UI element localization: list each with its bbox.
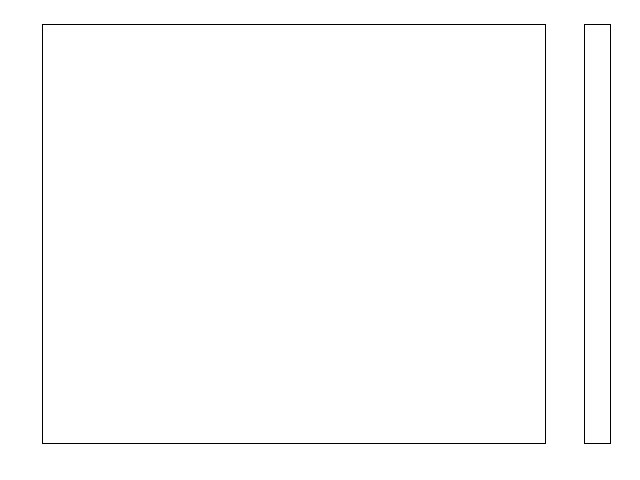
heatmap-canvas (43, 25, 545, 443)
colorbar-frame (584, 24, 611, 444)
colorbar-canvas (585, 25, 610, 443)
plot-frame (42, 24, 546, 444)
